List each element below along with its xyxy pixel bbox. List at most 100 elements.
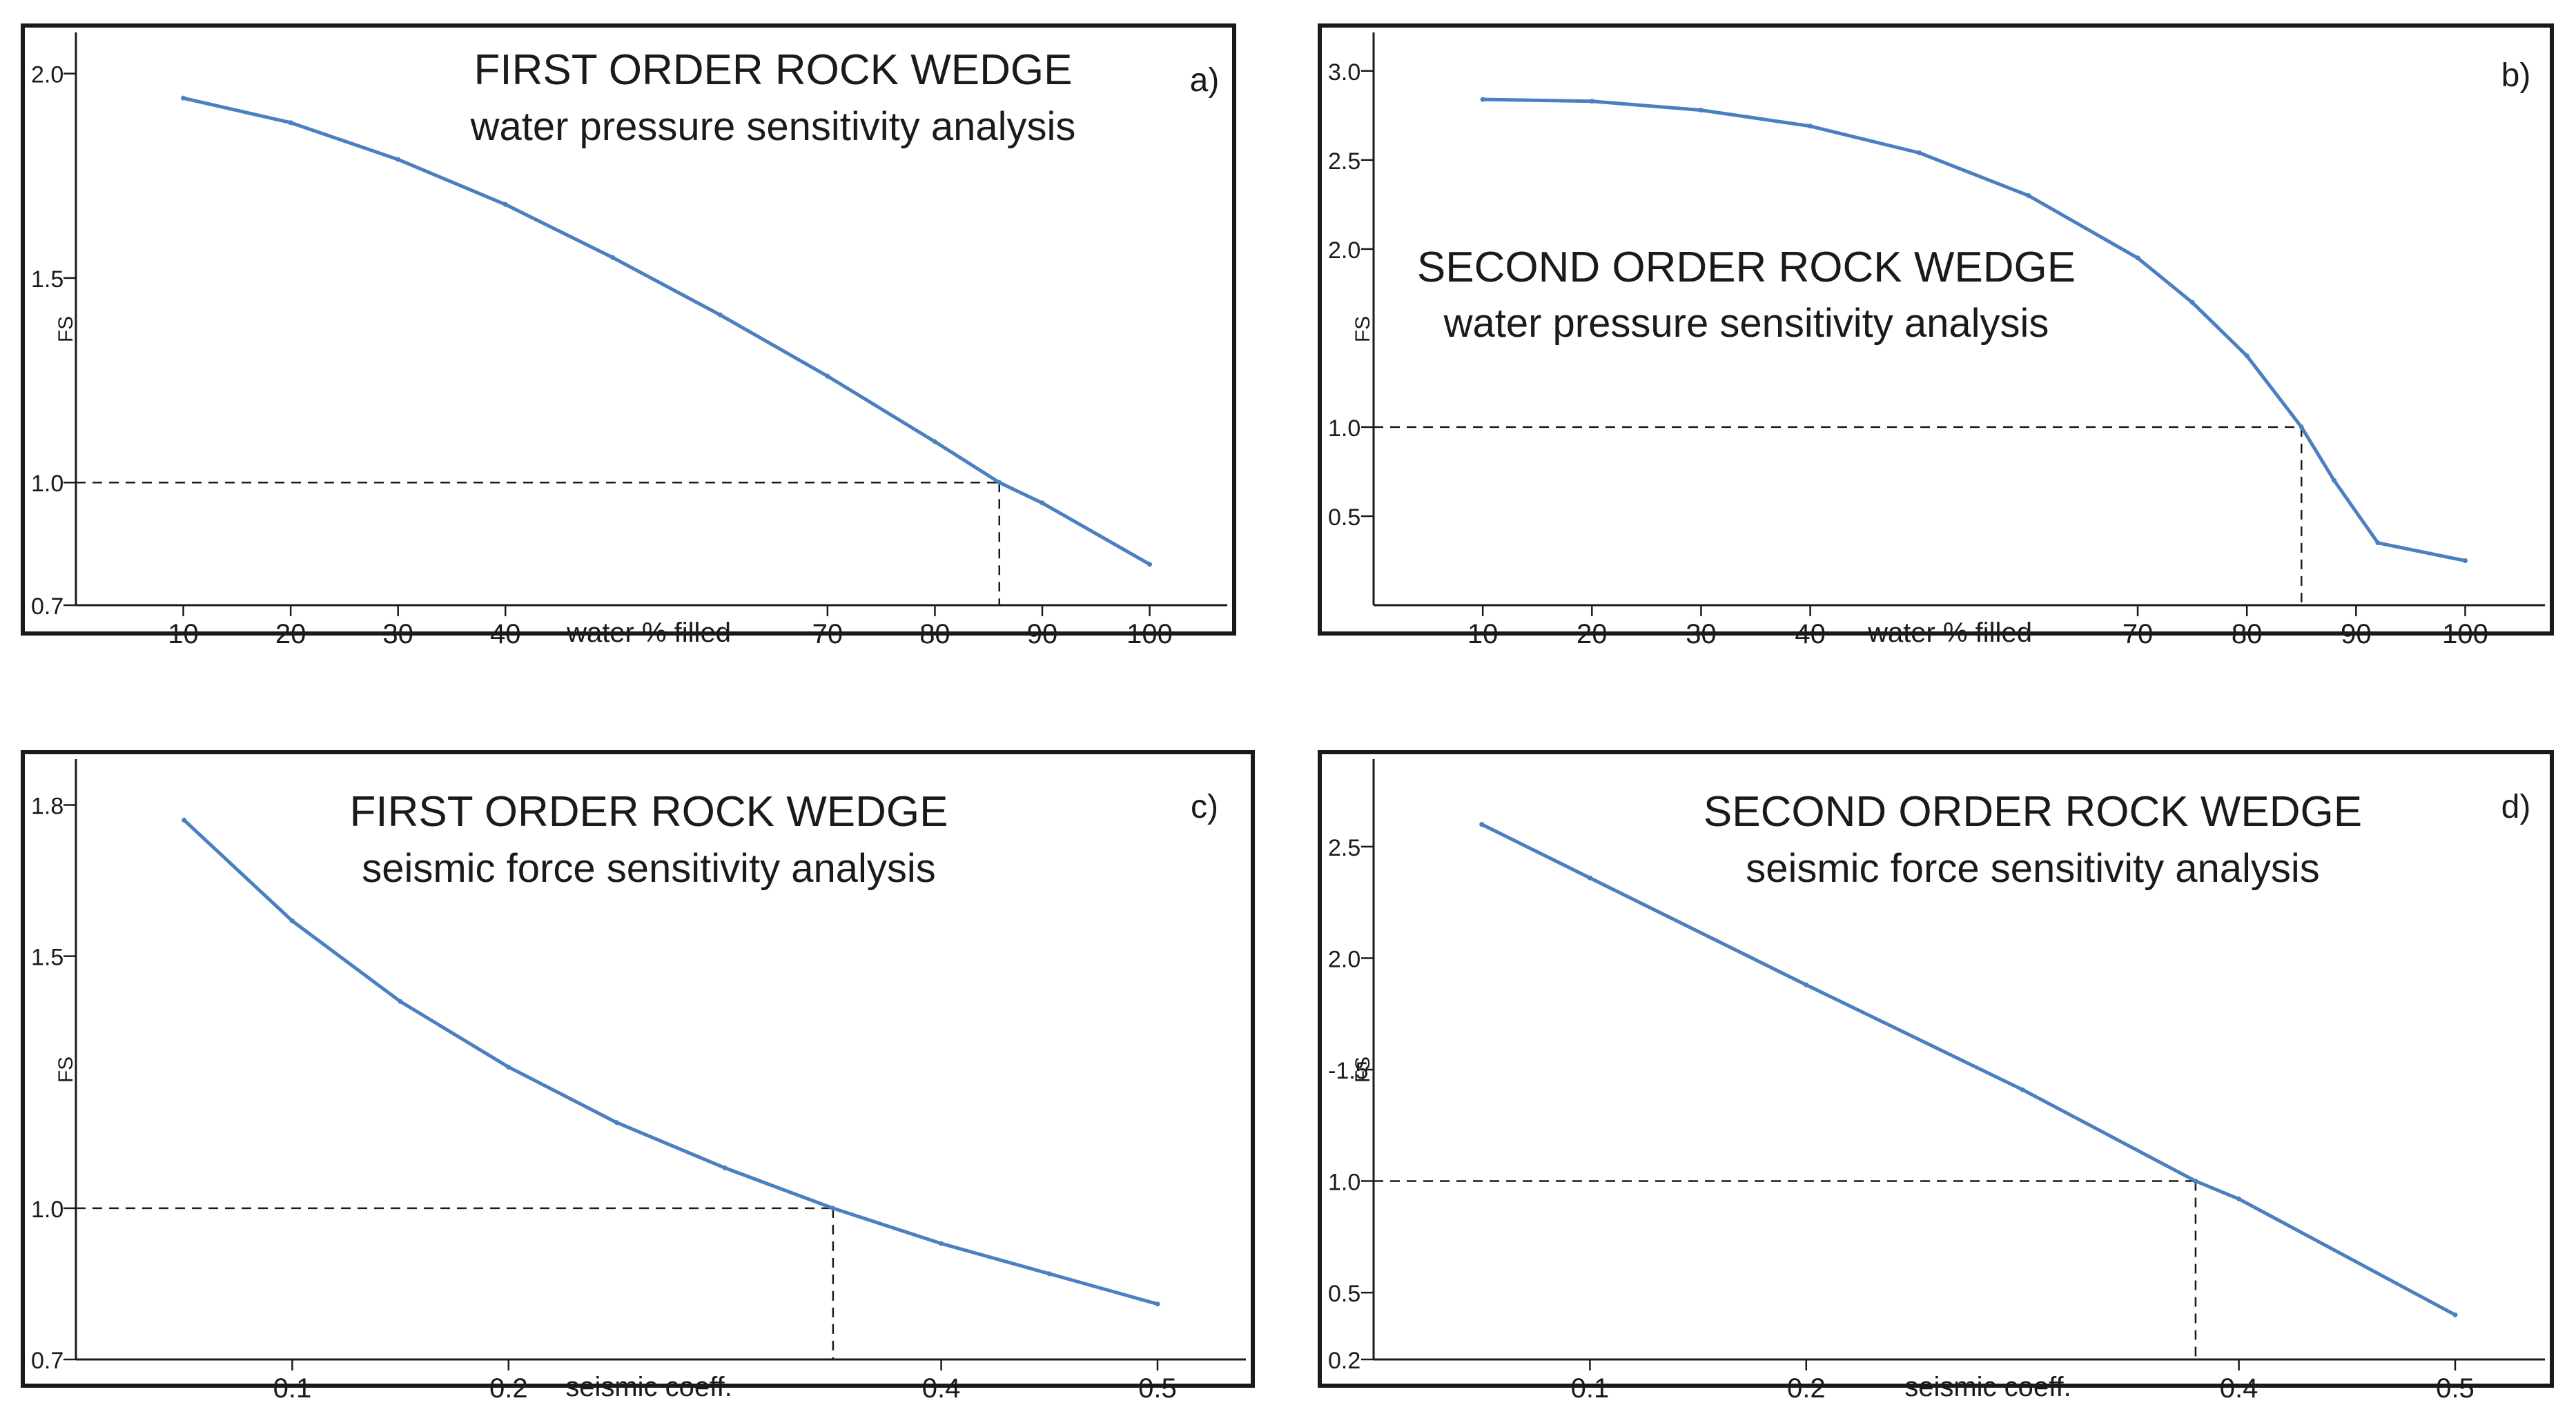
chart-subtitle: water pressure sensitivity analysis xyxy=(470,104,1076,149)
data-point xyxy=(2026,193,2031,198)
chart-panel-b: 0.5 1.0 2.0 2.5 3.0 10 20 30 40 70 80 90 100 water % … xyxy=(1318,23,2554,649)
chart-panel-a: 0.7 1.0 1.5 2.0 10 20 30 40 70 80 90 100 water % fil… xyxy=(21,23,1236,649)
data-point xyxy=(2375,540,2381,546)
y-tick-label: 1.0 xyxy=(31,1197,64,1223)
chart-panel-c: 0.7 1.0 1.5 1.8 0.1 0.2 0.4 0.5 seismic coeff. FS… xyxy=(21,750,1255,1404)
x-tick-label: 0.4 xyxy=(922,1373,961,1404)
x-tick-label: 90 xyxy=(1027,619,1058,649)
y-tick-label: 2.5 xyxy=(1328,148,1360,175)
data-point xyxy=(1480,97,1485,102)
x-tick-label: 10 xyxy=(1467,619,1499,649)
chart-title: FIRST ORDER ROCK WEDGE xyxy=(350,788,948,836)
data-point xyxy=(997,480,1002,485)
x-tick-label: 0.4 xyxy=(2220,1373,2258,1404)
chart-subtitle: seismic force sensitivity analysis xyxy=(1746,846,2320,891)
chart-title: SECOND ORDER ROCK WEDGE xyxy=(1704,788,2362,836)
data-point xyxy=(1155,1301,1160,1307)
data-point xyxy=(2193,1179,2198,1184)
x-tick-label: 90 xyxy=(2341,619,2372,649)
x-tick-label: 70 xyxy=(812,619,843,649)
data-point xyxy=(1917,150,1922,156)
x-tick-label: 0.2 xyxy=(489,1373,528,1404)
data-point xyxy=(506,1064,511,1070)
data-point xyxy=(289,918,295,924)
data-point xyxy=(2452,1312,2458,1317)
data-point xyxy=(1589,99,1594,104)
data-point xyxy=(2244,353,2250,359)
data-point xyxy=(932,439,937,444)
y-axis-label: FS xyxy=(1352,1057,1374,1083)
y-tick-label: 0.7 xyxy=(31,1348,64,1374)
data-point xyxy=(1040,500,1045,506)
data-point xyxy=(2299,424,2304,430)
x-tick-label: 80 xyxy=(2232,619,2263,649)
data-point xyxy=(722,1165,728,1170)
y-axis-label: FS xyxy=(1352,316,1374,342)
y-axis-label: FS xyxy=(55,316,77,342)
data-point xyxy=(1587,875,1592,881)
y-tick-label: 1.8 xyxy=(31,794,64,820)
data-point xyxy=(1046,1271,1052,1277)
x-tick-label: 100 xyxy=(2442,619,2488,649)
y-tick-label: 1.0 xyxy=(31,471,64,497)
x-axis-label: water % filled xyxy=(1867,618,2032,648)
data-point xyxy=(2135,255,2140,261)
panel-frame xyxy=(1318,750,2554,1388)
data-point xyxy=(181,95,186,101)
x-axis-label: seismic coeff. xyxy=(565,1372,732,1402)
data-point xyxy=(288,120,293,126)
chart-title: SECOND ORDER ROCK WEDGE xyxy=(1417,244,2076,291)
y-tick-label: -1.5 xyxy=(1328,1058,1369,1084)
data-point xyxy=(182,817,187,823)
x-tick-label: 0.1 xyxy=(273,1373,312,1404)
y-tick-label: 2.0 xyxy=(1328,237,1360,264)
data-point xyxy=(939,1241,944,1246)
chart-title: FIRST ORDER ROCK WEDGE xyxy=(474,46,1073,94)
y-axis-label: FS xyxy=(55,1057,77,1083)
panel-label: a) xyxy=(1190,62,1220,99)
panel-frame xyxy=(21,23,1236,636)
x-tick-label: 40 xyxy=(1795,619,1826,649)
data-point xyxy=(2020,1087,2025,1092)
y-tick-label: 2.0 xyxy=(31,62,64,88)
panel-frame xyxy=(21,750,1255,1388)
chart-subtitle: seismic force sensitivity analysis xyxy=(362,846,936,891)
x-axis-label: seismic coeff. xyxy=(1904,1372,2071,1402)
x-tick-label: 0.1 xyxy=(1571,1373,1610,1404)
x-tick-label: 30 xyxy=(1686,619,1717,649)
x-tick-label: 70 xyxy=(2123,619,2154,649)
y-tick-label: 2.0 xyxy=(1328,946,1360,972)
data-point xyxy=(398,999,403,1004)
data-point xyxy=(717,312,723,317)
x-tick-label: 30 xyxy=(382,619,413,649)
data-point xyxy=(2189,299,2195,305)
data-point xyxy=(614,1120,619,1126)
y-tick-label: 1.5 xyxy=(31,945,64,971)
panel-label: c) xyxy=(1191,789,1218,825)
y-tick-label: 1.0 xyxy=(1328,415,1360,442)
data-point xyxy=(825,373,830,379)
data-point xyxy=(396,157,401,162)
y-tick-label: 0.5 xyxy=(1328,504,1360,531)
series-line xyxy=(182,818,1158,1306)
y-tick-label: 1.0 xyxy=(1328,1170,1360,1196)
x-tick-label: 80 xyxy=(919,619,950,649)
data-point xyxy=(610,255,616,260)
y-tick-label: 2.5 xyxy=(1328,835,1360,861)
x-tick-label: 40 xyxy=(490,619,521,649)
x-tick-label: 0.5 xyxy=(2436,1373,2475,1404)
panel-label: b) xyxy=(2501,57,2531,94)
x-tick-label: 0.2 xyxy=(1787,1373,1826,1404)
x-axis-label: water % filled xyxy=(566,618,731,648)
y-tick-label: 0.5 xyxy=(1328,1281,1360,1307)
data-point xyxy=(1808,124,1813,129)
y-tick-label: 0.7 xyxy=(31,593,64,620)
y-tick-label: 0.2 xyxy=(1328,1348,1360,1374)
data-point xyxy=(2236,1196,2242,1201)
data-point xyxy=(2462,558,2468,563)
data-point xyxy=(1147,562,1153,567)
data-point xyxy=(2332,478,2337,483)
data-point xyxy=(1804,982,1809,988)
x-tick-label: 10 xyxy=(168,619,199,649)
